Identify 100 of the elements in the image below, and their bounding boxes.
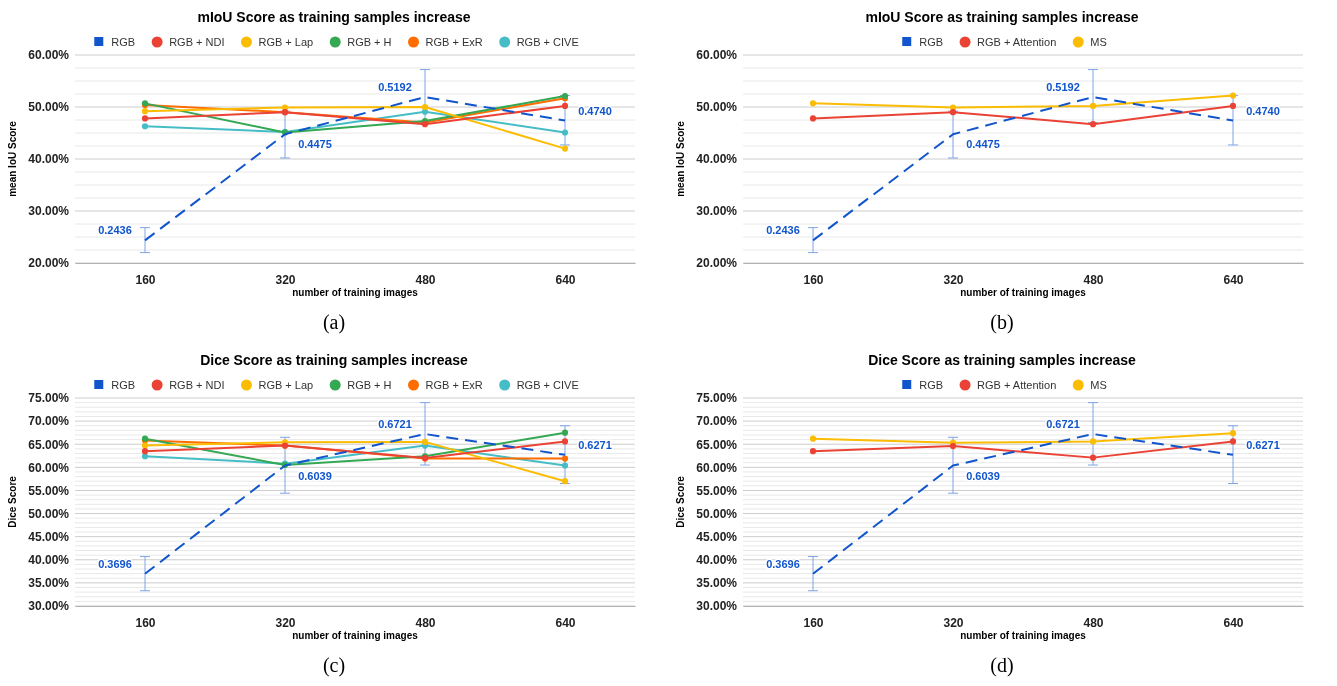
y-tick-label: 35.00%	[28, 576, 70, 591]
point	[141, 448, 149, 455]
data-label: 0.5192	[1046, 81, 1080, 94]
point	[561, 145, 569, 152]
chart-title: mIoU Score as training samples increase	[865, 9, 1139, 25]
point	[1089, 121, 1097, 128]
y-tick-label: 75.00%	[696, 391, 738, 406]
data-label: 0.6271	[578, 438, 612, 451]
data-label: 0.3696	[766, 557, 800, 570]
line-series	[812, 433, 1234, 575]
x-axis-title: number of training images	[292, 287, 419, 298]
line-series	[812, 96, 1234, 242]
data-label: 0.3696	[98, 557, 132, 570]
x-tick-label: 160	[803, 272, 824, 287]
y-tick-label: 20.00%	[28, 256, 70, 271]
y-axis-title: Dice Score	[7, 475, 18, 528]
legend-label: RGB	[111, 379, 136, 391]
data-label: 0.2436	[98, 224, 132, 237]
point	[809, 100, 817, 107]
x-tick-label: 640	[1223, 615, 1244, 630]
y-tick-label: 50.00%	[28, 506, 70, 521]
legend-label: MS	[1090, 36, 1107, 48]
text: (d)	[990, 654, 1014, 677]
point	[1229, 430, 1237, 437]
legend-label: RGB + NDI	[169, 379, 225, 391]
point	[141, 108, 149, 115]
y-tick-label: 30.00%	[696, 599, 738, 614]
y-tick-label: 40.00%	[28, 152, 70, 167]
y-tick-label: 45.00%	[28, 530, 70, 545]
y-axis-title: mean IoU Score	[675, 120, 686, 197]
data-label: 0.4740	[578, 104, 612, 117]
x-axis-title: number of training images	[960, 630, 1087, 641]
y-tick-label: 30.00%	[696, 204, 738, 219]
point	[141, 442, 149, 449]
point	[1089, 438, 1097, 445]
legend-label: RGB + Lap	[258, 379, 314, 391]
data-label: 0.6039	[298, 469, 332, 482]
x-tick-label: 160	[135, 272, 156, 287]
point	[949, 109, 957, 116]
data-label: 0.2436	[766, 224, 800, 237]
y-tick-label: 40.00%	[696, 152, 738, 167]
y-tick-label: 35.00%	[696, 576, 738, 591]
x-tick-label: 640	[555, 615, 576, 630]
x-tick-label: 640	[555, 272, 576, 287]
legend-label: RGB + ExR	[425, 36, 483, 48]
point	[561, 478, 569, 485]
data-label: 0.4475	[966, 138, 1000, 151]
y-tick-label: 40.00%	[696, 553, 738, 568]
x-tick-label: 480	[1083, 272, 1104, 287]
chart-title: mIoU Score as training samples increase	[197, 9, 471, 25]
point	[561, 429, 569, 436]
x-tick-label: 480	[1083, 615, 1104, 630]
point	[141, 453, 149, 460]
x-tick-label: 320	[943, 615, 964, 630]
point	[1089, 454, 1097, 461]
chart-title: Dice Score as training samples increase	[868, 352, 1137, 368]
y-tick-label: 60.00%	[28, 460, 70, 475]
x-tick-label: 480	[415, 615, 436, 630]
data-label: 0.4740	[1246, 104, 1280, 117]
data-label: 0.4475	[298, 138, 332, 151]
text: (c)	[322, 654, 346, 677]
data-label: 0.6721	[1046, 418, 1080, 431]
legend-label: RGB	[919, 379, 944, 391]
point	[141, 123, 149, 130]
point	[561, 462, 569, 469]
legend-label: RGB + Attention	[977, 36, 1057, 48]
point	[1229, 438, 1237, 445]
point	[949, 442, 957, 450]
y-tick-label: 20.00%	[696, 256, 738, 271]
y-tick-label: 70.00%	[28, 414, 70, 429]
data-label: 0.6721	[378, 418, 412, 431]
data-label: 0.5192	[378, 81, 412, 94]
text: (a)	[322, 311, 346, 334]
y-tick-label: 50.00%	[28, 100, 70, 115]
legend-label: RGB + H	[347, 379, 392, 391]
y-tick-label: 60.00%	[696, 48, 738, 63]
y-tick-label: 60.00%	[28, 48, 70, 63]
point	[561, 438, 569, 445]
x-tick-label: 160	[135, 615, 156, 630]
point	[809, 435, 817, 442]
y-tick-label: 60.00%	[696, 460, 738, 475]
legend-label: RGB + H	[347, 36, 392, 48]
y-tick-label: 75.00%	[28, 391, 70, 406]
point	[561, 102, 569, 110]
y-tick-label: 55.00%	[696, 483, 738, 498]
point	[809, 448, 817, 455]
data-label: 0.6039	[966, 469, 1000, 482]
x-tick-label: 320	[275, 615, 296, 630]
point	[421, 103, 429, 111]
y-tick-label: 50.00%	[696, 100, 738, 115]
x-tick-label: 160	[803, 615, 824, 630]
y-tick-label: 70.00%	[696, 414, 738, 429]
legend-label: RGB	[919, 36, 944, 48]
x-tick-label: 480	[415, 272, 436, 287]
legend-label: RGB + Attention	[977, 379, 1057, 391]
y-tick-label: 65.00%	[28, 437, 70, 452]
x-tick-label: 640	[1223, 272, 1244, 287]
point	[1229, 102, 1237, 110]
legend-label: MS	[1090, 379, 1107, 391]
x-tick-label: 320	[943, 272, 964, 287]
